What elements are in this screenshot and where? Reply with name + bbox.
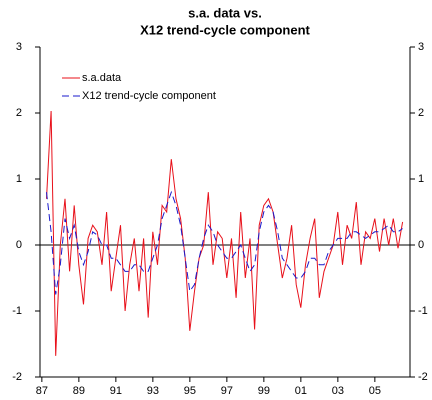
y-tick-label: -1 <box>12 305 22 317</box>
y-tick-label: 3 <box>16 41 22 53</box>
y-tick-label-right: 3 <box>418 41 424 53</box>
y-tick-label: -2 <box>12 371 22 383</box>
y-tick-label: 0 <box>16 239 22 251</box>
x-tick-label: 95 <box>184 385 196 397</box>
chart-title: s.a. data vs. <box>188 5 262 20</box>
x-tick-label: 99 <box>258 385 270 397</box>
legend-label: s.a.data <box>82 72 122 84</box>
y-tick-label-right: 2 <box>418 107 424 119</box>
series-line <box>46 190 403 295</box>
x-tick-label: 87 <box>36 385 48 397</box>
x-tick-label: 01 <box>295 385 307 397</box>
x-tick-label: 89 <box>73 385 85 397</box>
series-line <box>46 110 404 356</box>
y-tick-label: 1 <box>16 173 22 185</box>
x-tick-label: 97 <box>221 385 233 397</box>
y-tick-label-right: -2 <box>418 371 428 383</box>
y-tick-label: 2 <box>16 107 22 119</box>
legend-label: X12 trend-cycle component <box>82 90 216 102</box>
x-tick-label: 05 <box>369 385 381 397</box>
y-tick-label-right: 1 <box>418 173 424 185</box>
y-tick-label-right: 0 <box>418 239 424 251</box>
chart-title: X12 trend-cycle component <box>140 22 310 37</box>
x-tick-label: 93 <box>147 385 159 397</box>
y-tick-label-right: -1 <box>418 305 428 317</box>
x-tick-label: 91 <box>110 385 122 397</box>
x-tick-label: 03 <box>332 385 344 397</box>
